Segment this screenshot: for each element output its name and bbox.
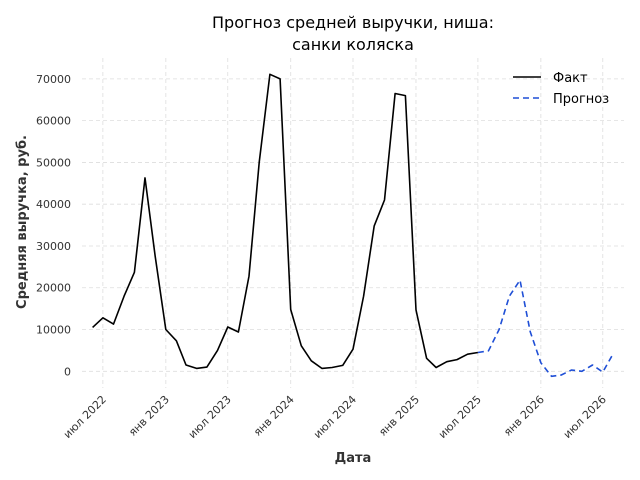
x-tick-label: янв 2024	[251, 393, 297, 439]
x-tick-label: янв 2026	[501, 393, 547, 439]
y-tick-label: 40000	[36, 198, 71, 211]
x-tick-label: июл 2026	[561, 393, 609, 441]
grid	[82, 58, 624, 388]
y-tick-label: 30000	[36, 240, 71, 253]
x-tick-label: июл 2022	[61, 393, 109, 441]
y-axis-label: Средняя выручка, руб.	[15, 135, 30, 309]
legend-label-forecast: Прогноз	[553, 92, 609, 107]
y-tick-label: 70000	[36, 73, 71, 86]
chart-title-line-2: санки коляска	[292, 35, 414, 54]
series-line-fact	[92, 73, 479, 370]
x-axis-label: Дата	[335, 451, 372, 466]
y-tick-label: 50000	[36, 156, 71, 169]
legend-label-fact: Факт	[553, 71, 588, 86]
series-line-forecast	[477, 279, 615, 378]
y-tick-label: 60000	[36, 115, 71, 128]
chart-title: Прогноз средней выручки, ниша: санки кол…	[212, 13, 494, 54]
x-tick-label: июл 2024	[311, 393, 359, 441]
x-axis-ticks: июл 2022 янв 2023 июл 2023 янв 2024 июл 2024…	[61, 393, 609, 441]
legend: Факт Прогноз	[513, 71, 609, 107]
x-tick-label: янв 2023	[126, 393, 172, 439]
x-tick-label: июл 2025	[436, 393, 484, 441]
chart-title-line-1: Прогноз средней выручки, ниша:	[212, 13, 494, 32]
series-lines	[92, 73, 615, 378]
x-tick-label: янв 2025	[376, 393, 422, 439]
y-tick-label: 10000	[36, 324, 71, 337]
y-axis-ticks: 0 10000 20000 30000 40000 50000 60000 70000	[36, 73, 71, 378]
y-tick-label: 20000	[36, 282, 71, 295]
y-tick-label: 0	[64, 365, 71, 378]
x-tick-label: июл 2023	[186, 393, 234, 441]
